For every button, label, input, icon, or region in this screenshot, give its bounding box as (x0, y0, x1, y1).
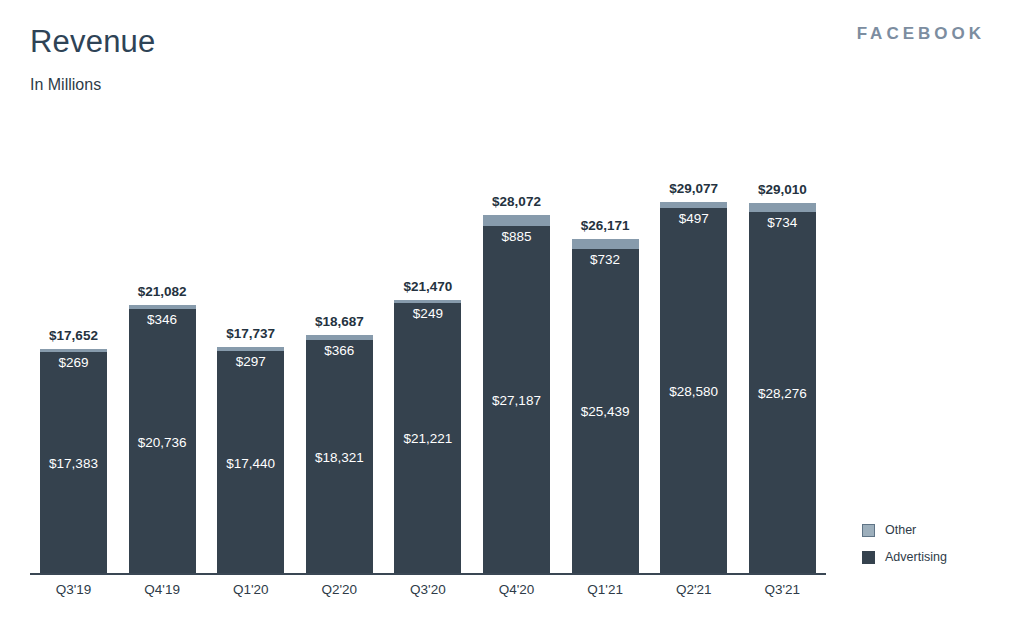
total-label-q2-20: $18,687 (315, 314, 364, 329)
revenue-slide: Revenue In Millions FACEBOOK $17,652$269… (0, 0, 1013, 633)
total-label-q1-20: $17,737 (226, 326, 275, 341)
x-tick-label-q1-21: Q1'21 (587, 582, 623, 597)
bar-q1-21: $26,171$732$25,439Q1'21 (572, 239, 639, 575)
bar-q3-19: $17,652$269$17,383Q3'19 (40, 349, 107, 575)
bar-q4-20: $28,072$885$27,187Q4'20 (483, 215, 550, 575)
bar-q3-20: $21,470$249$21,221Q3'20 (394, 300, 461, 575)
x-tick-label-q3-21: Q3'21 (764, 582, 800, 597)
bar-q2-21: $29,077$497$28,580Q2'21 (660, 202, 727, 575)
legend-row-advertising: Advertising (862, 550, 947, 564)
advertising-label-q4-19: $20,736 (129, 309, 196, 575)
x-axis-line (30, 573, 826, 575)
legend-label-other: Other (885, 523, 916, 537)
bar-q3-21-other-segment (749, 203, 816, 212)
total-label-q3-21: $29,010 (758, 182, 807, 197)
advertising-label-q2-20: $18,321 (306, 340, 373, 575)
bar-q1-21-other-segment (572, 239, 639, 248)
x-tick-label-q4-20: Q4'20 (499, 582, 535, 597)
total-label-q3-20: $21,470 (403, 279, 452, 294)
legend-label-advertising: Advertising (885, 550, 947, 564)
total-label-q4-19: $21,082 (138, 284, 187, 299)
bar-q3-21: $29,010$734$28,276Q3'21 (749, 203, 816, 575)
legend: Other Advertising (862, 523, 947, 577)
other-swatch-icon (862, 524, 875, 537)
x-tick-label-q2-21: Q2'21 (676, 582, 712, 597)
advertising-label-q1-20: $17,440 (217, 351, 284, 575)
total-label-q3-19: $17,652 (49, 328, 98, 343)
x-tick-label-q3-19: Q3'19 (56, 582, 92, 597)
bar-q4-20-other-segment (483, 215, 550, 226)
bar-q2-20: $18,687$366$18,321Q2'20 (306, 335, 373, 575)
x-tick-label-q3-20: Q3'20 (410, 582, 446, 597)
advertising-label-q3-20: $21,221 (394, 303, 461, 575)
x-tick-label-q1-20: Q1'20 (233, 582, 269, 597)
advertising-label-q1-21: $25,439 (572, 249, 639, 575)
total-label-q2-21: $29,077 (669, 181, 718, 196)
advertising-label-q3-21: $28,276 (749, 212, 816, 575)
advertising-label-q3-19: $17,383 (40, 352, 107, 575)
bar-q4-19: $21,082$346$20,736Q4'19 (129, 305, 196, 575)
total-label-q1-21: $26,171 (581, 218, 630, 233)
legend-row-other: Other (862, 523, 947, 537)
total-label-q4-20: $28,072 (492, 194, 541, 209)
x-tick-label-q2-20: Q2'20 (321, 582, 357, 597)
x-tick-label-q4-19: Q4'19 (144, 582, 180, 597)
advertising-label-q4-20: $27,187 (483, 226, 550, 575)
bar-q1-20: $17,737$297$17,440Q1'20 (217, 347, 284, 575)
advertising-label-q2-21: $28,580 (660, 208, 727, 575)
advertising-swatch-icon (862, 551, 875, 564)
